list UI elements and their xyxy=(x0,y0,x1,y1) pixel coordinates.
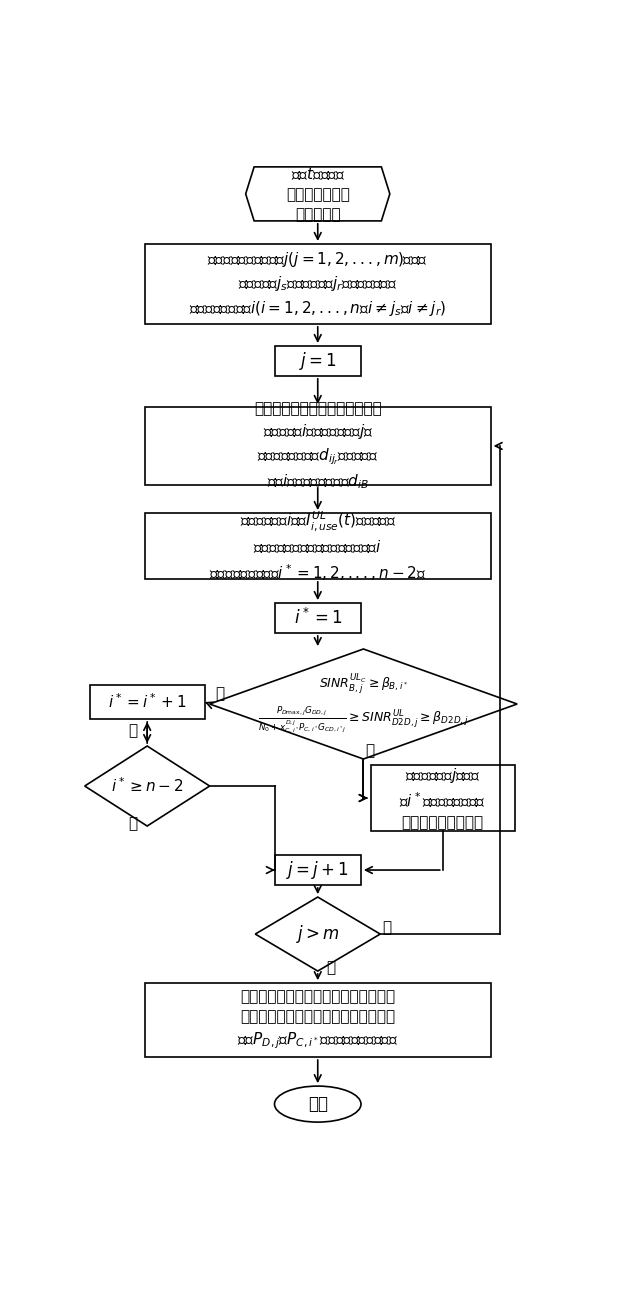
Polygon shape xyxy=(210,650,517,759)
Ellipse shape xyxy=(275,1086,361,1122)
Text: 否: 否 xyxy=(383,921,391,935)
Bar xyxy=(145,513,491,579)
Text: 结束: 结束 xyxy=(308,1095,328,1113)
Bar xyxy=(145,407,491,485)
Text: 是: 是 xyxy=(128,817,137,831)
Text: $i^*\geq n-2$: $i^*\geq n-2$ xyxy=(111,777,184,795)
Bar xyxy=(275,855,361,885)
Bar xyxy=(89,685,205,720)
Text: $SINR^{UL_C}_{B,j}\geq\beta_{B,i^*}$
$\frac{P_{D\max,j}G_{DD,j}}{N_0+x^{D,j}_{C,: $SINR^{UL_C}_{B,j}\geq\beta_{B,i^*}$ $\f… xyxy=(258,672,469,735)
Text: 根据所有列车$i$计算$I^{UL}_{i,use}(t)$值并按从大
到小排序，找到对应的车地通信列车$i$
并按顺序重新编号为$i^*=1,2,...,n-: 根据所有列车$i$计算$I^{UL}_{i,use}(t)$值并按从大 到小排序… xyxy=(209,509,427,583)
Polygon shape xyxy=(255,898,380,972)
Text: 否: 否 xyxy=(128,724,137,739)
Text: 计算所有非本车车通信链路的车
地通信列车$i$到车车通信链路$j$的
接收端之间的距离$d_{ij_r}$，以及所有
列车$i$到基站之间的距离$d_{iB}$: 计算所有非本车车通信链路的车 地通信列车$i$到车车通信链路$j$的 接收端之间… xyxy=(254,401,382,491)
Text: 确定每条车车通信链路$j$($j=1,2,...,m$)涉及的
发送端列车$j_s$和接收端列车$j_r$，以及所有非本
车车通信链路列车$i$($i=1,2,: 确定每条车车通信链路$j$($j=1,2,...,m$)涉及的 发送端列车$j_… xyxy=(189,249,446,318)
Text: 是: 是 xyxy=(326,960,335,976)
Text: 否: 否 xyxy=(215,686,224,701)
Text: 是: 是 xyxy=(365,743,374,759)
Text: $i^*=i^*+1$: $i^*=i^*+1$ xyxy=(108,692,187,712)
Text: $j=j+1$: $j=j+1$ xyxy=(286,859,349,881)
Text: $i^*=1$: $i^*=1$ xyxy=(293,608,342,627)
Bar xyxy=(145,983,491,1057)
Text: 根据香农公式计算车地通信上行链路吞
吐量和车车通信链路吞吐量，调节发射
功率$P_{D,j}$和$P_{C,i^*}$使得系统吞吐量和最大: 根据香农公式计算车地通信上行链路吞 吐量和车车通信链路吞吐量，调节发射 功率$P… xyxy=(237,990,399,1051)
Text: 车车通信链路$j$复用列
车$i^*$的车地通信上行链
路资源实现直接通信: 车车通信链路$j$复用列 车$i^*$的车地通信上行链 路资源实现直接通信 xyxy=(399,765,486,830)
Bar xyxy=(275,603,361,633)
Text: $j=1$: $j=1$ xyxy=(299,349,337,372)
Bar xyxy=(275,346,361,375)
Polygon shape xyxy=(246,166,390,221)
Text: $j>m$: $j>m$ xyxy=(296,924,340,946)
Bar xyxy=(371,765,515,831)
Text: 时刻$t$，采集本
小区内所有列车
的位置信息: 时刻$t$，采集本 小区内所有列车 的位置信息 xyxy=(286,166,350,222)
Bar xyxy=(145,244,491,323)
Polygon shape xyxy=(85,746,210,826)
